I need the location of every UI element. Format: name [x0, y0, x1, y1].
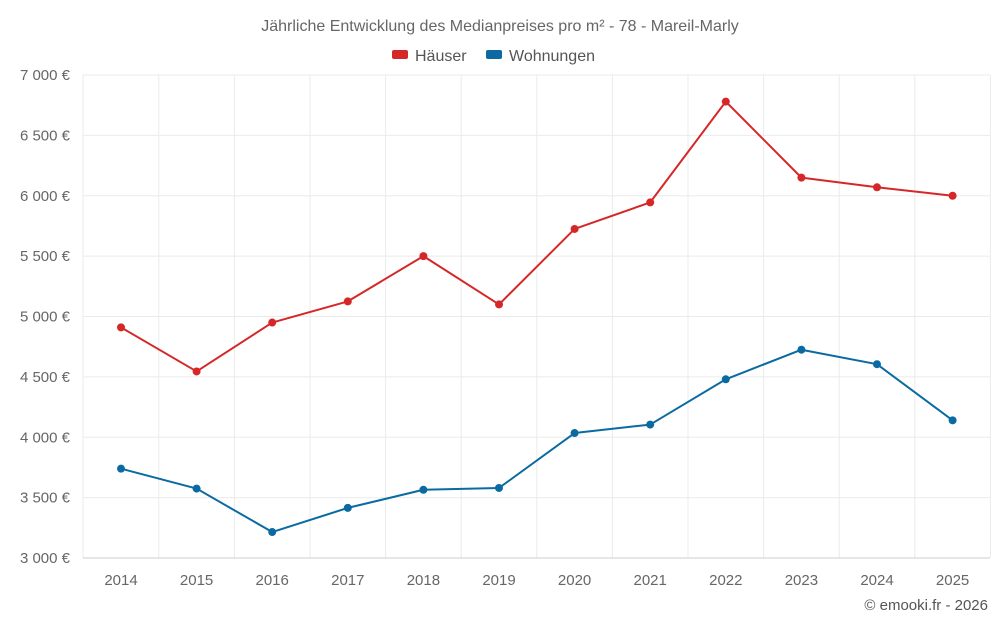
data-point-haeuser-2021[interactable]	[646, 198, 655, 207]
y-tick-label: 3 000 €	[20, 550, 71, 567]
x-tick-label: 2019	[482, 572, 515, 589]
y-tick-label: 3 500 €	[20, 490, 71, 507]
y-tick-label: 5 500 €	[20, 248, 71, 265]
data-point-wohnungen-2016[interactable]	[268, 528, 277, 537]
x-axis-tick-labels: 2014 2015 2016 2017 2018 2019 2020 2021 2022 2023…	[104, 572, 969, 589]
legend-swatch-wohnungen[interactable]	[486, 50, 502, 59]
y-tick-label: 4 000 €	[20, 429, 71, 446]
x-tick-label: 2017	[331, 572, 364, 589]
y-axis-tick-labels: 3 000 € 3 500 € 4 000 € 4 500 € 5 000 € 5 500…	[20, 67, 71, 567]
y-tick-label: 7 000 €	[20, 67, 71, 84]
series-line-haeuser	[120, 100, 953, 373]
data-point-wohnungen-2024[interactable]	[873, 360, 881, 369]
y-tick-label: 4 500 €	[20, 369, 71, 386]
data-point-wohnungen-2019[interactable]	[495, 483, 503, 492]
data-point-haeuser-2022[interactable]	[721, 97, 730, 106]
x-tick-label: 2020	[558, 572, 591, 589]
data-point-haeuser-2020[interactable]	[570, 224, 579, 233]
x-tick-label: 2014	[104, 572, 137, 589]
data-point-haeuser-2018[interactable]	[419, 252, 428, 261]
copyright-credit: © emooki.fr - 2026	[864, 597, 988, 614]
x-tick-label: 2025	[936, 572, 969, 589]
data-point-haeuser-2014[interactable]	[117, 323, 125, 332]
data-point-haeuser-2015[interactable]	[192, 367, 201, 376]
y-tick-label: 5 000 €	[20, 309, 71, 326]
data-point-haeuser-2024[interactable]	[873, 183, 881, 192]
data-point-haeuser-2023[interactable]	[797, 173, 806, 182]
x-tick-label: 2023	[785, 572, 818, 589]
data-point-haeuser-2025[interactable]	[948, 191, 957, 200]
data-point-wohnungen-2015[interactable]	[192, 484, 201, 493]
x-tick-label: 2016	[256, 572, 289, 589]
x-tick-label: 2018	[407, 572, 440, 589]
data-point-wohnungen-2020[interactable]	[570, 429, 579, 438]
chart-title: Jährliche Entwicklung des Medianpreises …	[261, 18, 739, 35]
legend: Häuser Wohnungen	[392, 48, 595, 65]
legend-label-wohnungen[interactable]: Wohnungen	[509, 48, 595, 65]
data-point-wohnungen-2017[interactable]	[343, 503, 352, 512]
data-point-wohnungen-2014[interactable]	[117, 464, 125, 473]
legend-label-haeuser[interactable]: Häuser	[415, 48, 467, 65]
legend-swatch-haeuser[interactable]	[392, 50, 408, 59]
x-tick-label: 2024	[860, 572, 893, 589]
data-point-wohnungen-2021[interactable]	[646, 420, 655, 429]
x-tick-label: 2022	[709, 572, 742, 589]
y-tick-label: 6 000 €	[20, 188, 71, 205]
data-point-wohnungen-2023[interactable]	[797, 345, 806, 354]
data-point-wohnungen-2018[interactable]	[419, 485, 428, 494]
x-tick-label: 2015	[180, 572, 213, 589]
x-tick-label: 2021	[634, 572, 667, 589]
y-tick-label: 6 500 €	[20, 127, 71, 144]
data-point-wohnungen-2025[interactable]	[948, 416, 957, 425]
data-point-haeuser-2016[interactable]	[268, 318, 277, 327]
vertical-gridlines	[82, 75, 991, 558]
data-point-haeuser-2017[interactable]	[343, 297, 352, 306]
series-line-wohnungen	[120, 348, 954, 534]
data-point-wohnungen-2022[interactable]	[721, 375, 730, 384]
data-point-haeuser-2019[interactable]	[495, 300, 503, 309]
series-layer	[117, 97, 957, 537]
